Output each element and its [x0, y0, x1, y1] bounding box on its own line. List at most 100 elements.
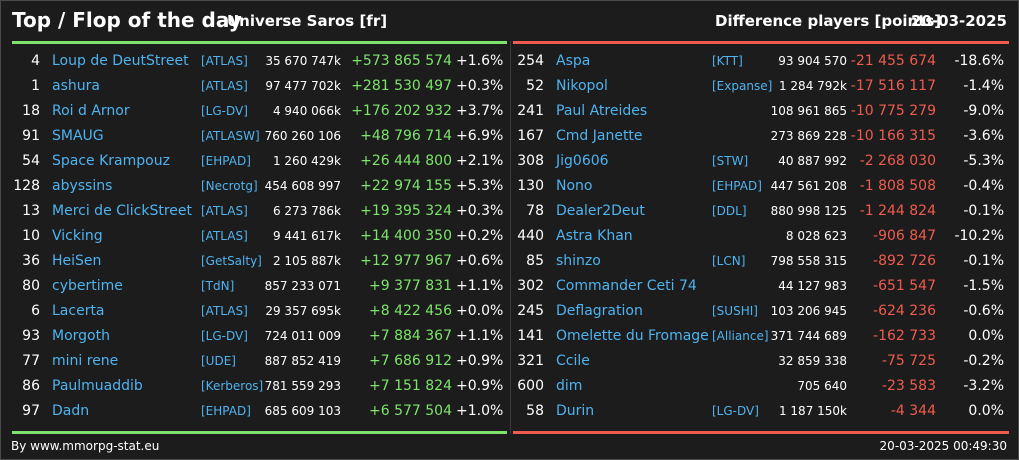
alliance-tag-link[interactable]: [KTT]: [712, 54, 743, 68]
rank-value: 308: [517, 153, 544, 169]
alliance-tag-link[interactable]: [Kerberos]: [201, 379, 264, 393]
flop-row: 254 Aspa [KTT] 93 904 570 -21 455 674 -18.6%: [511, 49, 1019, 74]
percent-change: -18.6%: [954, 53, 1004, 69]
alliance-tag-link[interactable]: [DDL]: [712, 204, 747, 218]
flop-row: 600 dim 705 640 -23 583 -3.2%: [511, 374, 1019, 399]
alliance-tag-link[interactable]: [LG-DV]: [201, 104, 248, 118]
player-name-link[interactable]: Loup de DeutStreet: [52, 53, 189, 69]
alliance-tag-link[interactable]: [EHPAD]: [201, 154, 251, 168]
percent-change: 0.0%: [968, 328, 1004, 344]
player-name-link[interactable]: Vicking: [52, 228, 103, 244]
percent-change: -1.5%: [963, 278, 1004, 294]
percent-change: +1.0%: [456, 403, 504, 419]
player-name-link[interactable]: Ccile: [556, 353, 590, 369]
points-difference: -10 775 279: [850, 103, 936, 119]
alliance-tag-link[interactable]: [EHPAD]: [712, 179, 762, 193]
player-name-link[interactable]: Merci de ClickStreet: [52, 203, 193, 219]
rank-value: 302: [517, 278, 544, 294]
flop-row: 308 Jig0606 [STW] 40 887 992 -2 268 030 -5.3%: [511, 149, 1019, 174]
player-name-link[interactable]: Nikopol: [556, 78, 608, 94]
flop-row: 58 Durin [LG-DV] 1 187 150k -4 344 0.0%: [511, 399, 1019, 424]
alliance-tag-link[interactable]: [Expanse]: [712, 79, 773, 93]
player-name-link[interactable]: Dadn: [52, 403, 90, 419]
player-name-link[interactable]: Commander Ceti 74: [556, 278, 697, 294]
player-name-link[interactable]: abyssins: [52, 178, 113, 194]
alliance-tag-link[interactable]: [LG-DV]: [201, 329, 248, 343]
site-credit[interactable]: By www.mmorpg-stat.eu: [11, 439, 160, 453]
points-value: 1 284 792k: [778, 79, 847, 93]
column-divider: [510, 41, 511, 434]
flop-row: 302 Commander Ceti 74 44 127 983 -651 547 -1…: [511, 274, 1019, 299]
player-name-link[interactable]: SMAUG: [52, 128, 104, 144]
alliance-tag-link[interactable]: [ATLAS]: [201, 229, 248, 243]
player-name-link[interactable]: Dealer2Deut: [556, 203, 645, 219]
player-name-link[interactable]: Roi d Arnor: [52, 103, 130, 119]
points-value: 724 011 009: [264, 329, 341, 343]
percent-change: +0.9%: [456, 353, 504, 369]
alliance-tag-link[interactable]: [LG-DV]: [712, 404, 759, 418]
server-name: Universe Saros [fr]: [227, 12, 388, 30]
player-name-link[interactable]: Omelette du Fromage: [556, 328, 709, 344]
points-difference: +573 865 574: [351, 53, 452, 69]
points-difference: +19 395 324: [360, 203, 452, 219]
alliance-tag-link[interactable]: [ATLAS]: [201, 54, 248, 68]
player-name-link[interactable]: Lacerta: [52, 303, 105, 319]
rank-value: 93: [22, 328, 40, 344]
rank-value: 85: [526, 253, 544, 269]
alliance-tag-link[interactable]: [Alliance]: [712, 329, 769, 343]
alliance-tag-link[interactable]: [ATLAS]: [201, 79, 248, 93]
top-row: 4 Loup de DeutStreet [ATLAS] 35 670 747k +57…: [1, 49, 509, 74]
points-value: 447 561 208: [770, 179, 847, 193]
percent-change: +1.1%: [456, 278, 504, 294]
alliance-tag-link[interactable]: [ATLAS]: [201, 304, 248, 318]
alliance-tag-link[interactable]: [SUSHI]: [712, 304, 758, 318]
flop-accent-bar: [513, 41, 1009, 44]
alliance-tag-link[interactable]: [ATLASW]: [201, 129, 260, 143]
points-value: 880 998 125: [770, 204, 847, 218]
points-value: 887 852 419: [264, 354, 341, 368]
player-name-link[interactable]: Paulmuaddib: [52, 378, 143, 394]
player-name-link[interactable]: Jig0606: [556, 153, 609, 169]
player-name-link[interactable]: Morgoth: [52, 328, 110, 344]
percent-change: +0.2%: [456, 228, 504, 244]
points-difference: -2 268 030: [859, 153, 936, 169]
points-difference: +6 577 504: [369, 403, 452, 419]
alliance-tag-link[interactable]: [Necrotg]: [201, 179, 258, 193]
rank-value: 141: [517, 328, 544, 344]
player-name-link[interactable]: Nono: [556, 178, 593, 194]
flop-row: 245 Deflagration [SUSHI] 103 206 945 -624 23…: [511, 299, 1019, 324]
page-title: Top / Flop of the day: [12, 8, 242, 32]
player-name-link[interactable]: ashura: [52, 78, 100, 94]
player-name-link[interactable]: HeiSen: [52, 253, 102, 269]
points-value: 44 127 983: [778, 279, 847, 293]
player-name-link[interactable]: Cmd Janette: [556, 128, 643, 144]
alliance-tag-link[interactable]: [ATLAS]: [201, 204, 248, 218]
player-name-link[interactable]: shinzo: [556, 253, 601, 269]
player-name-link[interactable]: Deflagration: [556, 303, 643, 319]
player-name-link[interactable]: dim: [556, 378, 583, 394]
alliance-tag-link[interactable]: [LCN]: [712, 254, 746, 268]
player-name-link[interactable]: Space Krampouz: [52, 153, 170, 169]
percent-change: -1.4%: [963, 78, 1004, 94]
points-difference: +7 884 367: [369, 328, 452, 344]
rank-value: 78: [526, 203, 544, 219]
player-name-link[interactable]: Durin: [556, 403, 595, 419]
player-name-link[interactable]: cybertime: [52, 278, 123, 294]
alliance-tag-link[interactable]: [GetSalty]: [201, 254, 262, 268]
alliance-tag-link[interactable]: [UDE]: [201, 354, 236, 368]
player-name-link[interactable]: mini rene: [52, 353, 119, 369]
player-name-link[interactable]: Paul Atreides: [556, 103, 648, 119]
alliance-tag-link[interactable]: [EHPAD]: [201, 404, 251, 418]
points-difference: -17 516 117: [850, 78, 936, 94]
percent-change: +1.6%: [456, 53, 504, 69]
player-name-link[interactable]: Aspa: [556, 53, 591, 69]
points-value: 35 670 747k: [265, 54, 341, 68]
points-difference: -1 808 508: [859, 178, 936, 194]
top-row: 1 ashura [ATLAS] 97 477 702k +281 530 497 +0.…: [1, 74, 509, 99]
rank-value: 130: [517, 178, 544, 194]
flop-row: 130 Nono [EHPAD] 447 561 208 -1 808 508 -0.4%: [511, 174, 1019, 199]
alliance-tag-link[interactable]: [TdN]: [201, 279, 235, 293]
points-value: 1 187 150k: [778, 404, 847, 418]
alliance-tag-link[interactable]: [STW]: [712, 154, 749, 168]
player-name-link[interactable]: Astra Khan: [556, 228, 633, 244]
